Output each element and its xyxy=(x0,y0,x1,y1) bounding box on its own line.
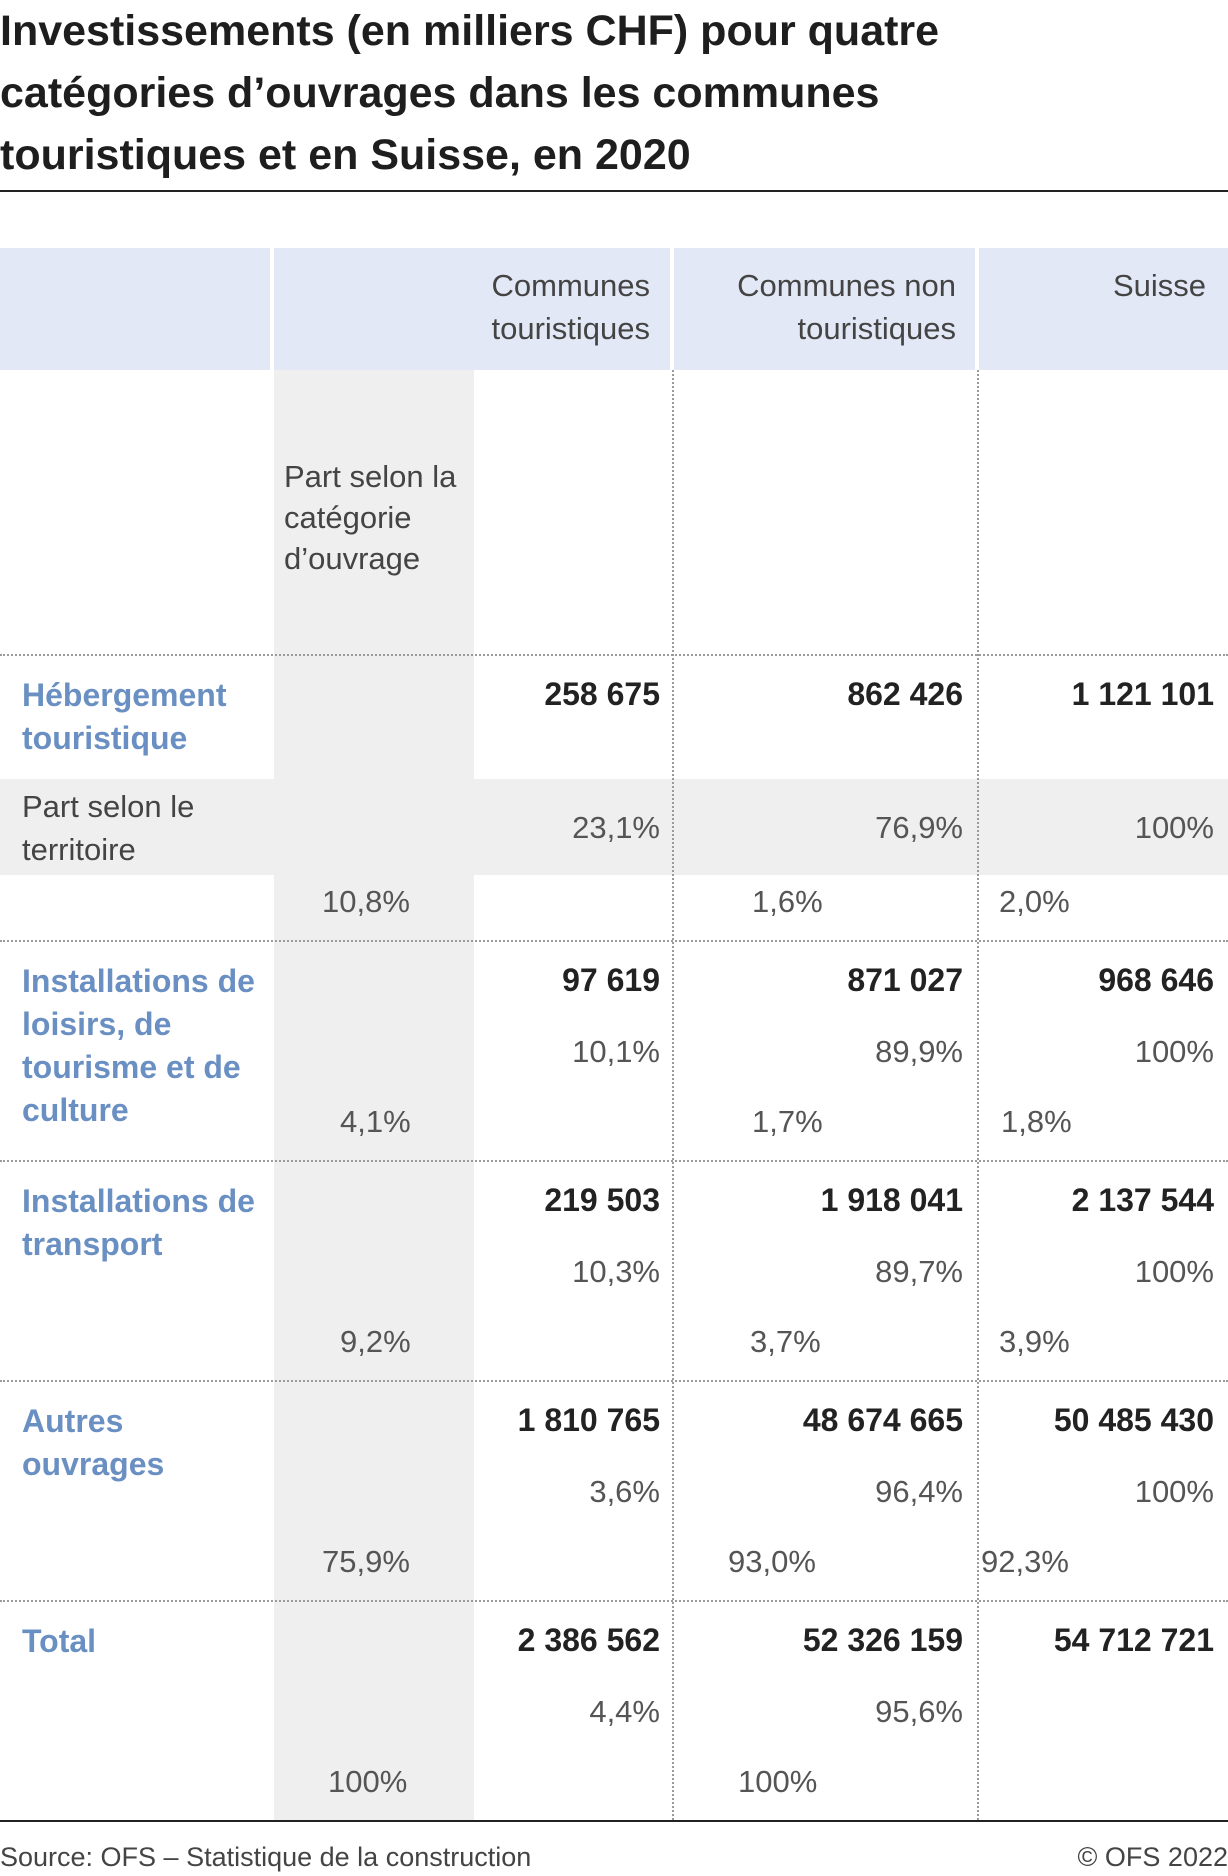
row-label-total: Total xyxy=(22,1623,97,1659)
col-separator-2 xyxy=(977,370,979,1820)
cat-share-suisse: 92,3% xyxy=(981,1544,1069,1579)
header-cell-empty xyxy=(0,248,270,370)
cat-share: 75,9% xyxy=(322,1544,410,1579)
pct-nontour: 89,9% xyxy=(875,1034,963,1069)
value-nontour: 871 027 xyxy=(847,962,963,998)
value-suisse: 968 646 xyxy=(1098,962,1214,998)
value-tour: 258 675 xyxy=(544,676,660,712)
cat-share: 9,2% xyxy=(340,1324,411,1359)
territory-share-band xyxy=(0,779,1228,875)
cat-share: 100% xyxy=(328,1764,408,1799)
cat-share-suisse: 1,8% xyxy=(1001,1104,1072,1139)
value-suisse: 1 121 101 xyxy=(1071,676,1214,712)
pct-tour: 4,4% xyxy=(589,1694,660,1729)
pct-suisse: 100% xyxy=(1134,810,1214,845)
col-header-nontour: Communes non touristiques xyxy=(737,268,956,346)
source-note: Source: OFS – Statistique de la construc… xyxy=(0,1842,532,1872)
cat-share: 10,8% xyxy=(322,884,410,919)
pct-suisse: 100% xyxy=(1134,1474,1214,1509)
value-nontour: 862 426 xyxy=(847,676,963,712)
value-tour: 1 810 765 xyxy=(517,1402,660,1438)
cat-share-nontour: 1,7% xyxy=(752,1104,823,1139)
row-separator-2 xyxy=(0,1160,1228,1162)
row-separator-1 xyxy=(0,940,1228,942)
row-label-transport: Installations de transport xyxy=(22,1183,255,1262)
col-header-tour: Communes touristiques xyxy=(491,268,650,346)
row-separator-4 xyxy=(0,1600,1228,1602)
page-title: Investissements (en milliers CHF) pour q… xyxy=(0,7,940,179)
cat-share-suisse: 3,9% xyxy=(999,1324,1070,1359)
pct-nontour: 76,9% xyxy=(875,810,963,845)
pct-tour: 10,3% xyxy=(572,1254,660,1289)
pct-tour: 23,1% xyxy=(572,810,660,845)
category-share-header: Part selon la catégorie d’ouvrage xyxy=(284,459,457,576)
pct-tour: 3,6% xyxy=(589,1474,660,1509)
value-nontour: 52 326 159 xyxy=(802,1622,963,1658)
pct-suisse: 100% xyxy=(1134,1034,1214,1069)
territory-share-header: Part selon le territoire xyxy=(22,789,195,867)
pct-nontour: 89,7% xyxy=(875,1254,963,1289)
row-label-hebergement: Hébergement touristique xyxy=(22,677,227,756)
header-cell-communes-touristiques xyxy=(274,248,670,370)
value-nontour: 48 674 665 xyxy=(802,1402,963,1438)
value-nontour: 1 918 041 xyxy=(820,1182,963,1218)
col-separator-1 xyxy=(672,370,674,1820)
category-share-column xyxy=(274,370,474,1820)
value-tour: 219 503 xyxy=(544,1182,660,1218)
header-cell-communes-non-touristiques xyxy=(674,248,975,370)
pct-nontour: 96,4% xyxy=(875,1474,963,1509)
pct-suisse: 100% xyxy=(1134,1254,1214,1289)
value-suisse: 50 485 430 xyxy=(1053,1402,1214,1438)
col-header-suisse: Suisse xyxy=(1112,268,1206,303)
bottom-rule xyxy=(0,1820,1228,1822)
cat-share-suisse: 2,0% xyxy=(999,884,1070,919)
cat-share-nontour: 1,6% xyxy=(752,884,823,919)
cat-share-nontour: 93,0% xyxy=(728,1544,816,1579)
value-tour: 97 619 xyxy=(562,962,660,998)
pct-tour: 10,1% xyxy=(572,1034,660,1069)
value-suisse: 54 712 721 xyxy=(1053,1622,1214,1658)
row-label-autres: Autres ouvrages xyxy=(22,1403,165,1482)
row-separator-0 xyxy=(0,654,1228,656)
title-rule xyxy=(0,190,1228,192)
pct-nontour: 95,6% xyxy=(875,1694,963,1729)
header-cell-suisse xyxy=(979,248,1228,370)
cat-share-nontour: 100% xyxy=(738,1764,818,1799)
value-tour: 2 386 562 xyxy=(517,1622,660,1658)
row-label-loisirs: Installations de loisirs, de tourisme et… xyxy=(22,963,255,1128)
value-suisse: 2 137 544 xyxy=(1071,1182,1214,1218)
cat-share-nontour: 3,7% xyxy=(750,1324,821,1359)
copyright: © OFS 2022 xyxy=(1077,1842,1228,1872)
row-separator-3 xyxy=(0,1380,1228,1382)
cat-share: 4,1% xyxy=(340,1104,411,1139)
